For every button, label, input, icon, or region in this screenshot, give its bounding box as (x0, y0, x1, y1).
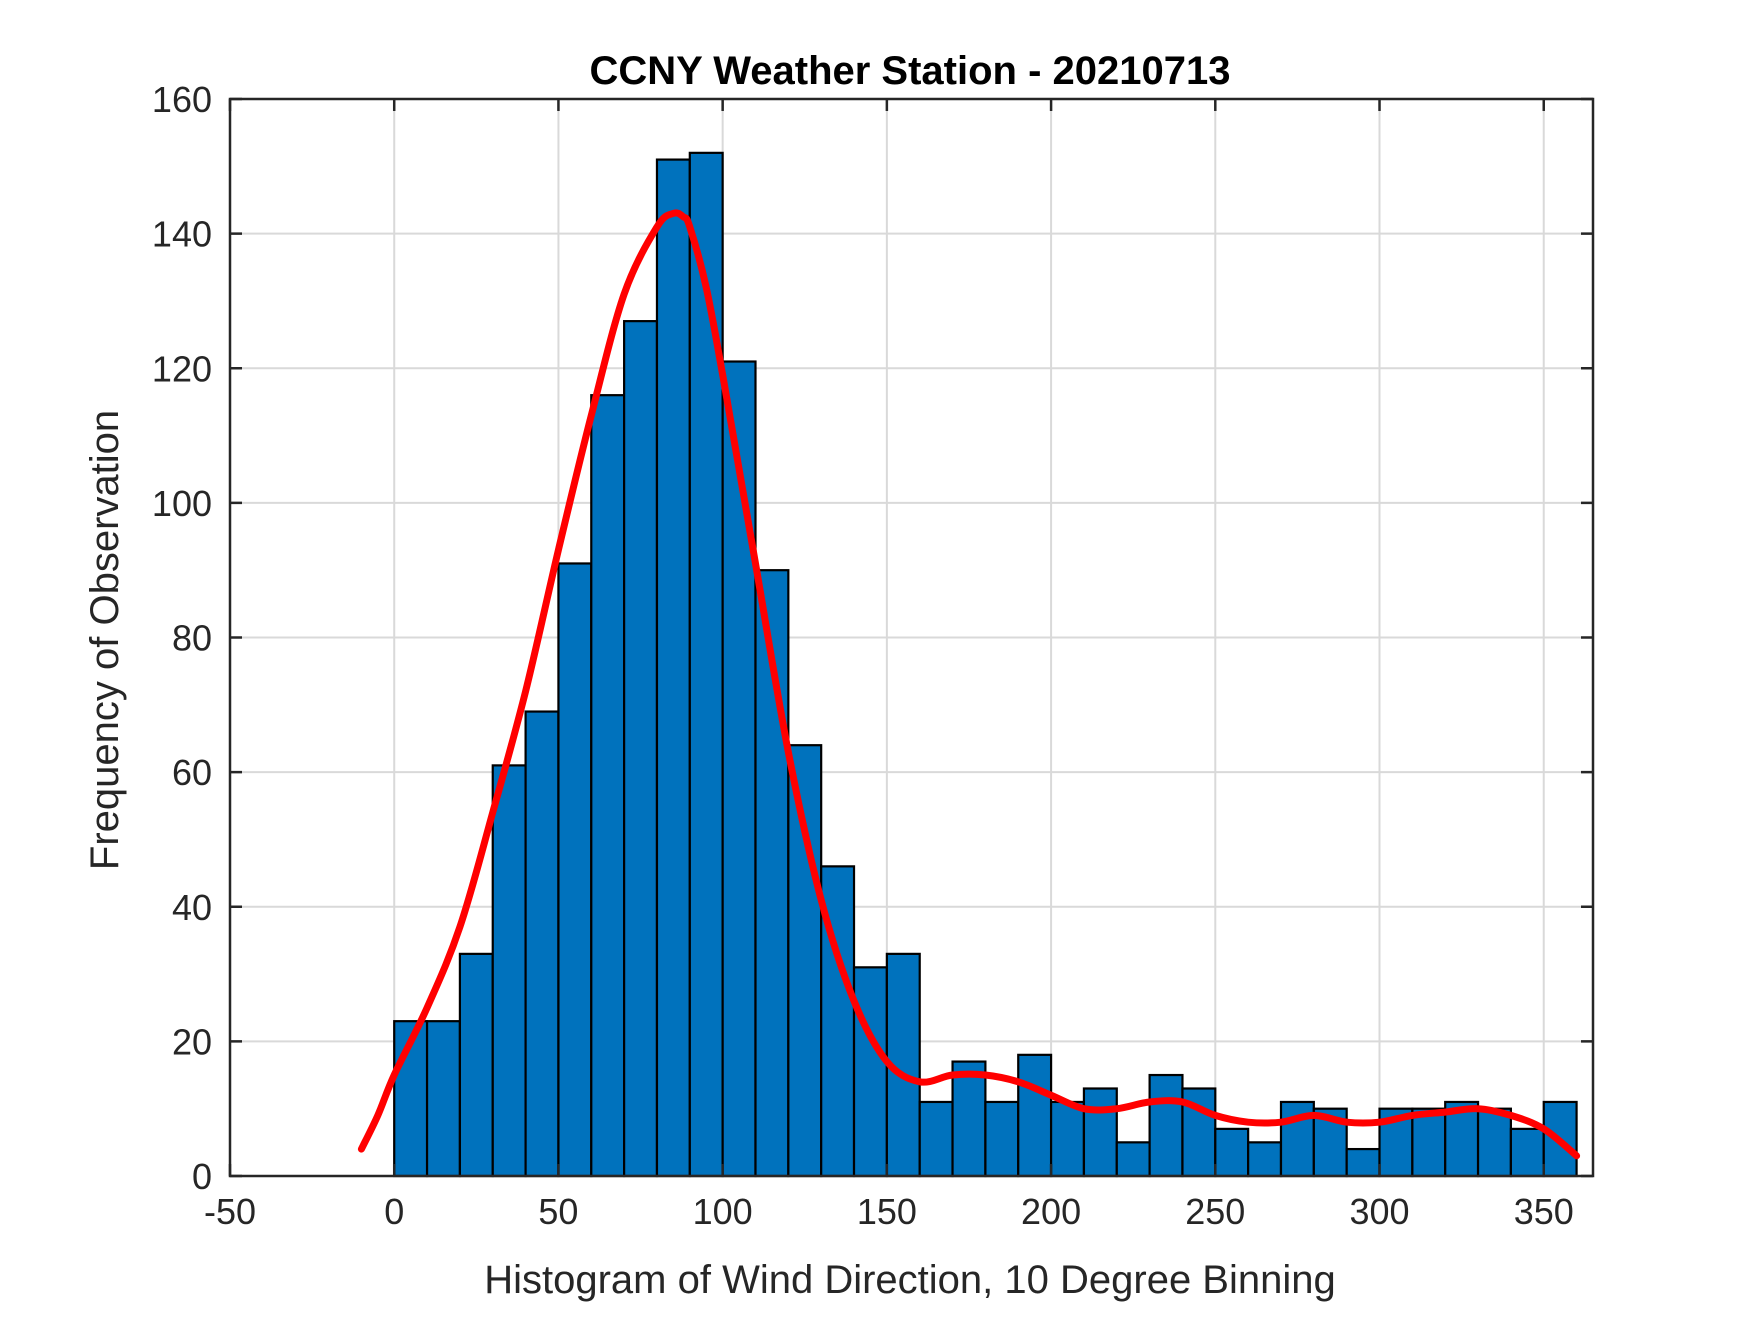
x-tick-label: 250 (1185, 1191, 1245, 1232)
histogram-bar (1049, 1100, 1086, 1178)
histogram-bar (918, 1100, 954, 1178)
y-tick-label: 160 (152, 79, 212, 120)
y-tick-label: 100 (152, 483, 212, 524)
histogram-bar (491, 764, 527, 1178)
axis-ticks (228, 97, 1593, 1178)
histogram-bar (852, 966, 888, 1178)
histogram-bar (984, 1100, 1020, 1178)
histogram-bar (1345, 1147, 1381, 1178)
histogram-bar (1082, 1087, 1118, 1178)
histogram-bar (524, 710, 560, 1178)
histogram-bar (688, 151, 724, 1178)
y-tick-label: 80 (172, 618, 212, 659)
fit-curve (357, 209, 1581, 1160)
histogram-bar (1509, 1127, 1545, 1178)
y-tick-label: 60 (172, 752, 212, 793)
y-tick-labels: 0 20 40 60 80 100 120 140 160 (152, 79, 212, 1197)
histogram-bar (590, 394, 626, 1178)
histogram-bar (623, 320, 659, 1178)
histogram-bar (951, 1060, 987, 1178)
y-tick-label: 40 (172, 887, 212, 928)
x-tick-label: 300 (1349, 1191, 1409, 1232)
histogram-bar (655, 158, 691, 1178)
histogram-bar (1247, 1141, 1283, 1178)
x-axis-label: Histogram of Wind Direction, 10 Degree B… (484, 1258, 1336, 1302)
y-tick-label: 120 (152, 348, 212, 389)
histogram-bar (1476, 1107, 1512, 1178)
y-axis-label: Frequency of Observation (83, 410, 127, 870)
chart-title: CCNY Weather Station - 20210713 (590, 49, 1231, 93)
histogram-bar (557, 562, 593, 1178)
histogram-bar (1148, 1073, 1184, 1178)
y-tick-label: 20 (172, 1021, 212, 1062)
x-tick-label: 150 (857, 1191, 917, 1232)
histogram-bar (787, 744, 823, 1178)
histogram-bar (1115, 1141, 1151, 1178)
histogram-bar (721, 360, 757, 1178)
histogram-bar (425, 1020, 462, 1178)
x-tick-label: 0 (384, 1191, 404, 1232)
histogram-bar (1017, 1053, 1053, 1178)
x-tick-label: 200 (1021, 1191, 1081, 1232)
y-tick-label: 0 (192, 1156, 212, 1197)
y-tick-label: 140 (152, 214, 212, 255)
grid-lines (230, 99, 1593, 1176)
x-tick-label: 350 (1514, 1191, 1574, 1232)
x-tick-label: -50 (204, 1191, 256, 1232)
x-tick-label: 100 (693, 1191, 753, 1232)
histogram-bar (1411, 1107, 1447, 1178)
x-tick-label: 50 (538, 1191, 578, 1232)
x-tick-labels: -50 0 50 100 150 200 250 300 350 (204, 1191, 1574, 1232)
histogram-bar (1214, 1127, 1250, 1178)
histogram-bar (458, 952, 494, 1178)
